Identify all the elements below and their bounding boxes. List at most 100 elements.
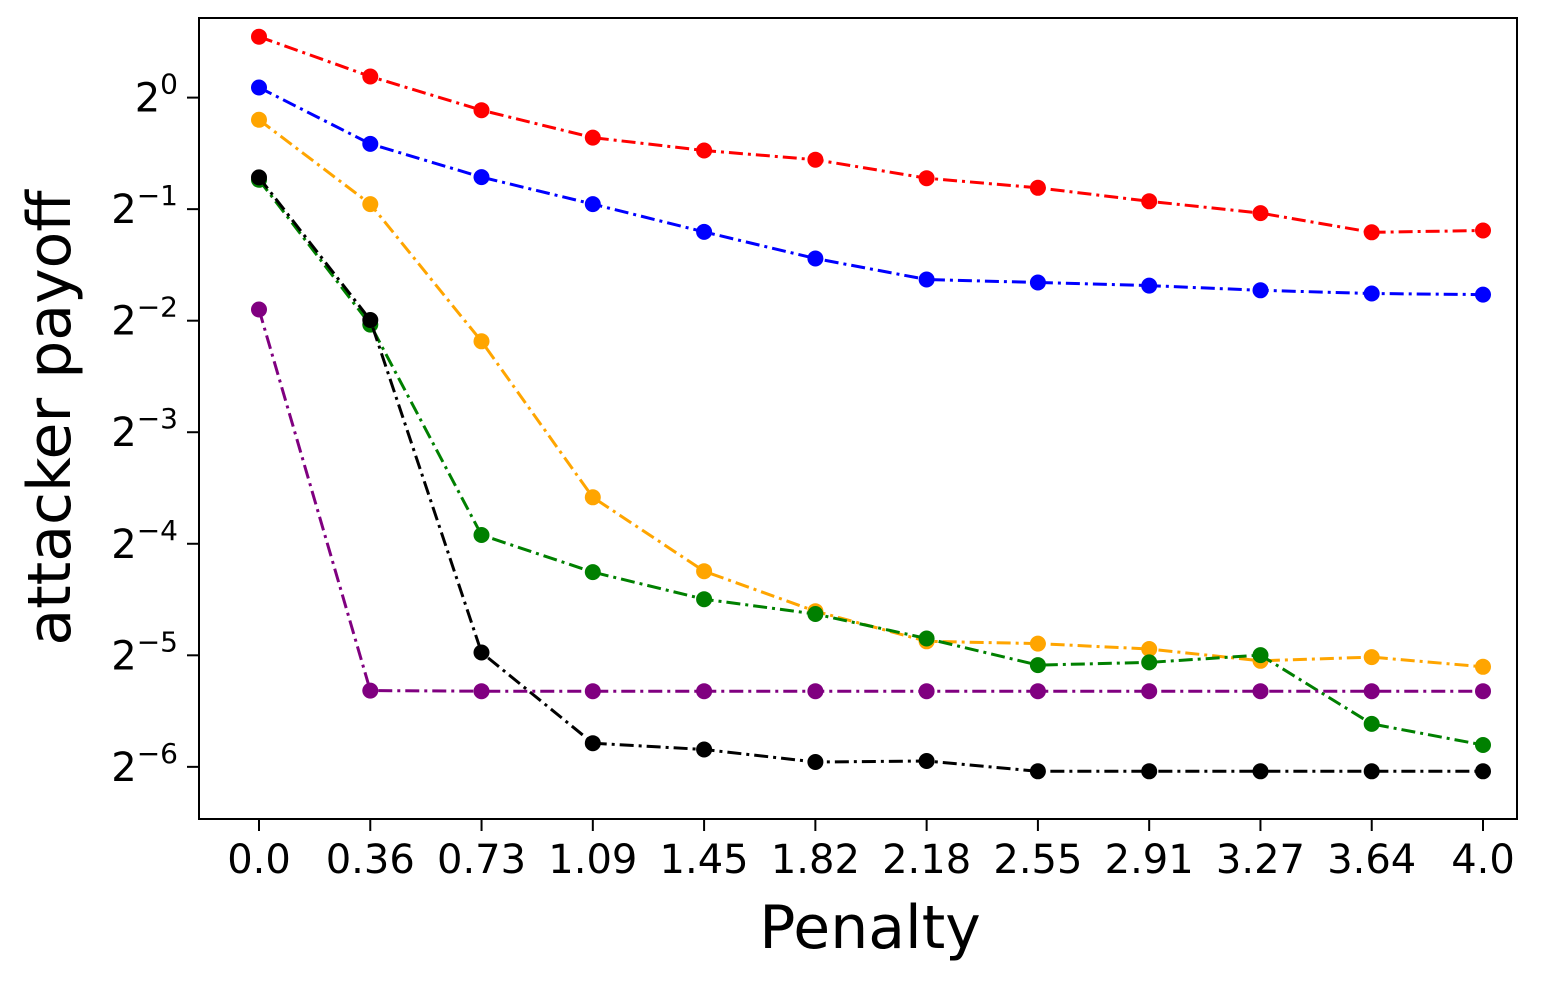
series-line xyxy=(257,309,1483,693)
x-tick-label: 1.45 xyxy=(660,837,749,883)
data-point xyxy=(1029,657,1046,674)
data-point xyxy=(473,102,490,119)
data-point xyxy=(807,683,824,700)
data-point xyxy=(1363,715,1380,732)
data-point xyxy=(918,170,935,187)
y-axis-label: attacker payoff xyxy=(15,189,85,646)
data-point xyxy=(1475,763,1491,780)
data-point xyxy=(918,753,935,769)
data-point xyxy=(473,527,490,543)
data-point xyxy=(1363,763,1380,780)
data-point xyxy=(696,741,713,758)
x-tick-label: 0.36 xyxy=(326,837,415,883)
data-point xyxy=(696,142,713,159)
data-point xyxy=(362,196,379,213)
data-point xyxy=(807,151,824,168)
y-tick-label: 2−2 xyxy=(111,291,178,345)
data-point xyxy=(473,169,490,186)
data-point xyxy=(1363,224,1380,241)
data-point xyxy=(1252,683,1269,700)
data-point xyxy=(584,564,601,581)
data-point xyxy=(1475,658,1491,675)
data-point xyxy=(584,129,601,146)
data-point xyxy=(1141,641,1158,657)
y-tick-label: 2−5 xyxy=(111,625,178,679)
data-point xyxy=(1029,683,1046,700)
x-tick-label: 0.0 xyxy=(227,837,291,883)
data-point xyxy=(251,79,267,96)
data-point xyxy=(473,333,490,350)
data-point xyxy=(362,312,379,328)
x-tick-label: 0.73 xyxy=(437,837,526,883)
x-tick-label: 1.09 xyxy=(548,837,637,883)
data-point xyxy=(1475,222,1491,239)
series-4 xyxy=(251,169,1491,780)
data-point xyxy=(807,250,824,267)
data-point xyxy=(807,606,824,622)
x-tick-label: 3.64 xyxy=(1327,837,1416,883)
x-tick-label: 2.55 xyxy=(993,837,1082,883)
data-point xyxy=(251,28,267,45)
series-0 xyxy=(251,28,1491,241)
y-tick-label: 2−1 xyxy=(111,179,178,233)
plot-frame xyxy=(198,17,1518,820)
data-point xyxy=(1475,737,1491,753)
data-point xyxy=(696,591,713,608)
data-point xyxy=(1363,649,1380,666)
y-tick-label: 2−3 xyxy=(111,402,178,456)
x-tick-label: 2.91 xyxy=(1105,837,1194,883)
data-point xyxy=(251,169,267,186)
y-tick-label: 2−4 xyxy=(111,514,178,568)
data-point xyxy=(362,68,379,85)
data-point xyxy=(1475,683,1491,700)
series-line xyxy=(257,178,1484,747)
data-point xyxy=(1475,286,1491,303)
data-point xyxy=(1252,763,1269,780)
x-axis: 0.0 0.36 0.73 1.09 1.45 1.82 2.18 2.55 2.91 3.27 3… xyxy=(227,819,1515,883)
data-point xyxy=(1141,277,1158,294)
data-point xyxy=(473,683,490,700)
data-point xyxy=(1141,763,1158,780)
data-point xyxy=(584,196,601,213)
data-point xyxy=(918,630,935,647)
data-point xyxy=(362,682,379,699)
series-line xyxy=(258,86,1484,297)
series-layer xyxy=(251,28,1491,780)
data-point xyxy=(362,135,379,152)
x-tick-label: 4.0 xyxy=(1451,837,1515,883)
series-1 xyxy=(251,79,1491,303)
series-line xyxy=(258,118,1484,669)
data-point xyxy=(1363,683,1380,700)
y-tick-label: 2−6 xyxy=(111,737,178,791)
data-point xyxy=(1141,654,1158,671)
data-point xyxy=(696,223,713,240)
data-point xyxy=(696,563,713,580)
series-3 xyxy=(251,171,1491,753)
y-axis: 20 2−1 2−2 2−3 2−4 2−5 2−6 xyxy=(111,68,199,791)
data-point xyxy=(918,271,935,288)
data-point xyxy=(1029,763,1046,780)
x-tick-label: 1.82 xyxy=(771,837,860,883)
x-axis-label: Penalty xyxy=(759,893,980,963)
data-point xyxy=(1252,282,1269,299)
data-point xyxy=(696,683,713,700)
x-tick-label: 2.18 xyxy=(882,837,971,883)
data-point xyxy=(1252,205,1269,222)
data-point xyxy=(1029,635,1046,652)
series-2 xyxy=(251,111,1491,675)
data-point xyxy=(1363,285,1380,302)
data-point xyxy=(918,683,935,700)
series-line xyxy=(258,35,1484,234)
series-5 xyxy=(251,301,1491,700)
data-point xyxy=(584,735,601,752)
data-point xyxy=(584,489,601,506)
y-tick-label: 20 xyxy=(135,68,178,122)
data-point xyxy=(1029,274,1046,291)
data-point xyxy=(1029,179,1046,196)
data-point xyxy=(1141,683,1158,700)
data-point xyxy=(584,683,601,700)
series-line xyxy=(257,176,1483,773)
data-point xyxy=(251,301,267,318)
data-point xyxy=(807,754,824,770)
